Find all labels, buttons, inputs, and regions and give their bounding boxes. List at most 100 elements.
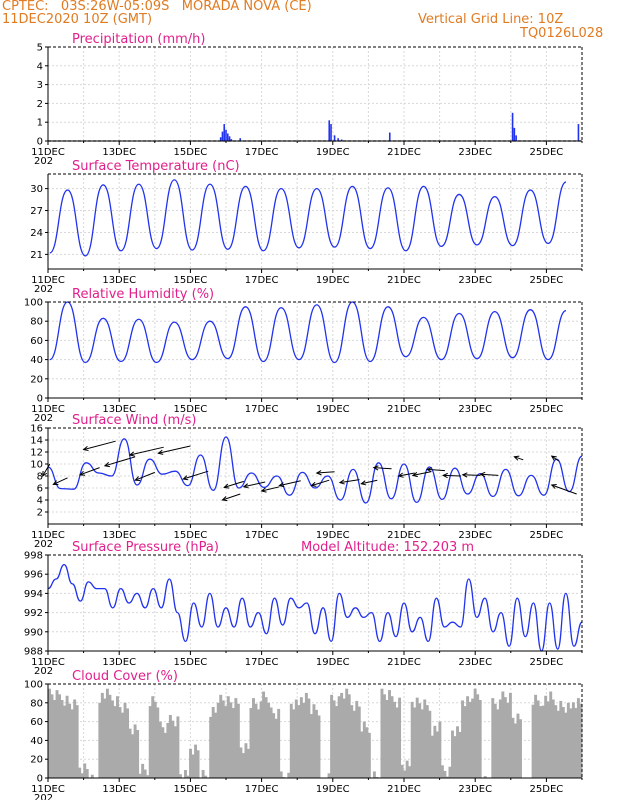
cloud-bar xyxy=(536,700,540,778)
x-tick-label: 11DEC xyxy=(31,275,65,286)
cloud-bar xyxy=(332,700,336,778)
wind-vector xyxy=(480,473,499,476)
cloud-bar xyxy=(299,697,303,778)
precip-bar xyxy=(239,138,242,141)
cloud-bar xyxy=(171,720,175,778)
cloud-bar xyxy=(312,704,316,778)
wind-vector xyxy=(243,481,266,488)
cloud-bar xyxy=(403,770,407,778)
wind-vector xyxy=(224,480,244,488)
cloud-bar xyxy=(289,703,293,778)
cloud-bar xyxy=(466,696,470,778)
x-tick-label: 19DEC xyxy=(316,147,350,158)
cloud-bar xyxy=(80,773,84,778)
cloud-bar xyxy=(307,698,311,778)
wind-vector-head xyxy=(461,472,468,478)
wind-vector-head xyxy=(315,470,322,476)
cloud-bar xyxy=(355,700,359,778)
y-tick-label: 0 xyxy=(37,137,43,148)
x-tick-label: 13DEC xyxy=(102,784,136,795)
cloud-bar xyxy=(559,700,563,778)
wind-vector-head xyxy=(52,480,59,485)
wind-vector xyxy=(261,486,280,492)
cloud-bar xyxy=(357,706,361,778)
y-tick-label: 40 xyxy=(30,355,43,366)
cloud-bar xyxy=(385,699,389,778)
x-tick-label: 17DEC xyxy=(245,657,279,668)
cloud-bar xyxy=(53,699,56,778)
y-tick-label: 1 xyxy=(37,118,43,129)
y-tick-label: 30 xyxy=(30,184,43,195)
cloud-bar xyxy=(554,705,558,778)
cloud-bar xyxy=(153,701,157,778)
wind-vector xyxy=(183,470,209,480)
y-tick-label: 80 xyxy=(30,317,43,328)
panel-rh: 0 20 40 60 80 100 11DEC 13DEC 15DEC 17DEC 19DEC 21D… xyxy=(24,287,583,424)
cloud-bar xyxy=(435,731,439,778)
y-tick-label: 100 xyxy=(24,680,43,691)
cloud-bar xyxy=(433,725,437,778)
cloud-bar xyxy=(211,707,215,778)
x-tick-label: 21DEC xyxy=(387,784,421,795)
cloud-bar xyxy=(519,719,522,778)
cloud-bar xyxy=(571,702,575,778)
cloud-bar xyxy=(468,701,472,778)
cloud-bar xyxy=(131,734,135,778)
x-tick-label: 15DEC xyxy=(174,657,208,668)
cloud-bar xyxy=(173,726,177,778)
cloud-bar xyxy=(556,710,560,778)
cloud-bar xyxy=(428,710,432,778)
rh-title: Relative Humidity (%) xyxy=(72,287,214,302)
cloud-bar xyxy=(541,705,545,778)
x-tick-label: 13DEC xyxy=(102,147,136,158)
cloud-bar xyxy=(257,709,260,778)
cloud-bar xyxy=(420,709,424,778)
panel-precip: 0 1 2 3 4 5 11DEC 13DEC 15DEC 17DEC 19DEC 21DEC 23DE… xyxy=(31,32,583,167)
y-tick-label: 996 xyxy=(24,570,43,581)
cloud-bar xyxy=(219,694,223,778)
y-tick-label: 100 xyxy=(24,298,43,309)
cloud-bar xyxy=(118,707,122,778)
precip-bar xyxy=(340,139,343,141)
x-tick-label: 25DEC xyxy=(530,275,564,286)
cloud-bar xyxy=(249,707,253,778)
cloud-bar xyxy=(501,691,505,778)
cloud-bar xyxy=(453,736,457,778)
wind-vector-head xyxy=(442,472,448,479)
cloud-bar xyxy=(214,712,218,778)
y-tick-label: 988 xyxy=(24,647,43,658)
cloud-bar xyxy=(574,707,578,778)
cloud-title: Cloud Cover (%) xyxy=(72,669,178,684)
cloud-bar xyxy=(259,701,263,778)
cloud-bar xyxy=(438,721,442,778)
wind-vector xyxy=(551,484,577,495)
cloud-bar xyxy=(151,696,155,778)
x-tick-label: 19DEC xyxy=(316,275,350,286)
cloud-bar xyxy=(246,748,250,778)
cloud-bar xyxy=(75,705,79,778)
cloud-bar xyxy=(168,715,172,778)
rh-series-line xyxy=(49,301,567,364)
x-tick-label: 19DEC xyxy=(316,404,350,415)
x-tick-label: 23DEC xyxy=(458,275,492,286)
x-tick-label: 25DEC xyxy=(530,404,564,415)
cloud-bar xyxy=(448,766,452,778)
cloud-bar xyxy=(148,706,152,778)
x-tick-label: 21DEC xyxy=(387,275,421,286)
x-tick-label: 19DEC xyxy=(316,784,350,795)
cloud-bar xyxy=(241,753,245,778)
cloud-bar xyxy=(279,771,283,778)
x-tick-label: 11DEC xyxy=(31,530,65,541)
cloud-bar xyxy=(98,702,102,778)
cloud-bar xyxy=(413,707,417,778)
x-tick-label: 25DEC xyxy=(530,657,564,668)
x-year-label: 202 xyxy=(34,156,53,167)
cloud-bar xyxy=(415,697,419,778)
cloud-bar xyxy=(347,694,351,778)
cloud-bar xyxy=(513,723,517,778)
cloud-bar xyxy=(408,766,412,778)
cloud-bar xyxy=(365,727,369,778)
x-tick-label: 15DEC xyxy=(174,404,208,415)
wind-vector xyxy=(412,471,431,476)
y-tick-label: 21 xyxy=(30,250,43,261)
